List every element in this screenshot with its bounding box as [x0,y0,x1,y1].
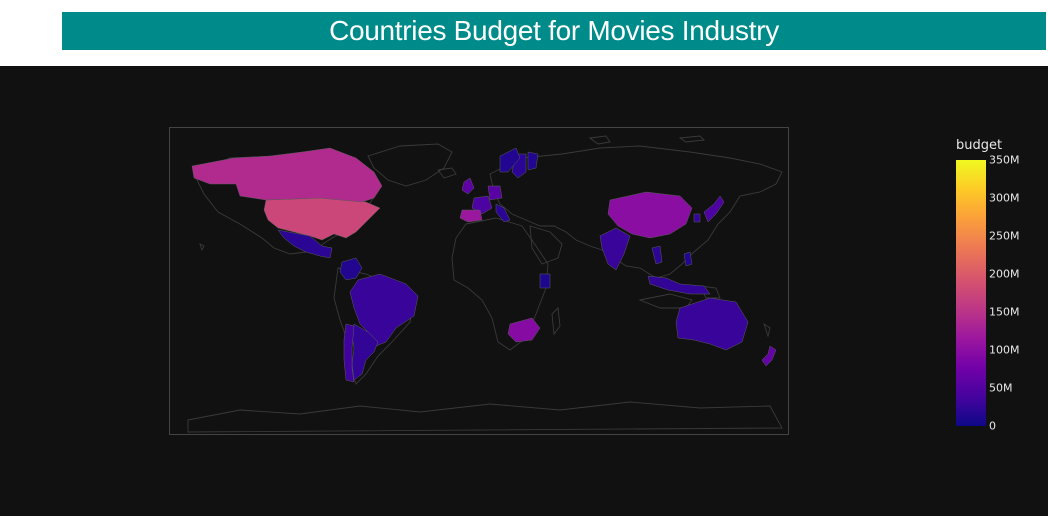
bottom-strip [0,516,1048,518]
country-australia[interactable] [675,297,749,351]
country-south-africa[interactable] [507,317,541,343]
colorbar-tick-label: 150M [989,305,1020,319]
colorbar-tick-label: 250M [989,229,1020,243]
country-philippines[interactable] [683,251,693,267]
country-united-kingdom[interactable] [461,177,475,195]
country-indonesia[interactable] [647,275,711,295]
colorbar-tick-label: 50M [989,381,1013,395]
country-new-zealand[interactable] [761,345,777,367]
country-thailand[interactable] [651,245,663,265]
country-italy[interactable] [495,203,511,223]
country-chile[interactable] [343,323,355,383]
country-finland[interactable] [527,151,539,171]
colorbar-tick-label: 200M [989,267,1020,281]
country-india[interactable] [599,227,631,271]
colorbar-tick-label: 300M [989,191,1020,205]
country-mexico[interactable] [277,229,333,259]
country-china[interactable] [607,191,693,239]
chart-title: Countries Budget for Movies Industry [329,15,779,46]
country-germany[interactable] [487,185,503,201]
country-canada[interactable] [191,147,383,203]
chart-title-banner: Countries Budget for Movies Industry [62,12,1046,50]
colorbar-tick-label: 100M [989,343,1020,357]
country-united-states[interactable] [263,197,381,241]
country-colombia[interactable] [339,257,363,281]
country-japan[interactable] [703,195,725,223]
country-brazil[interactable] [349,273,419,347]
world-map[interactable] [170,128,789,435]
country-argentina[interactable] [351,323,379,381]
plot-area[interactable]: budget 0 50M 100M 150M 200M 250M 300M 350M [0,66,1048,516]
country-norway[interactable] [499,147,521,173]
map-frame[interactable] [169,127,789,435]
colorbar-tick-label: 350M [989,153,1020,167]
country-france[interactable] [471,195,493,215]
colorbar-title: budget [956,138,1003,153]
country-spain[interactable] [459,209,483,223]
colorbar-tick-label: 0 [989,419,996,433]
colorbar[interactable] [956,160,986,426]
country-south-korea[interactable] [693,213,701,223]
country-kenya[interactable] [539,273,551,289]
